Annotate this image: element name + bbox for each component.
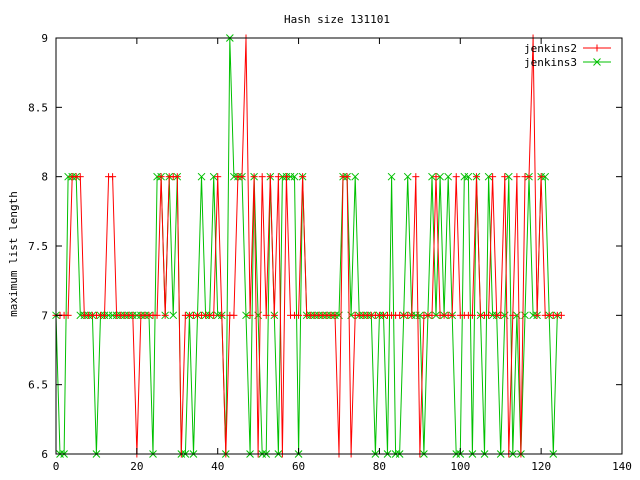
x-tick-label: 60 [292,460,305,473]
y-tick-label: 6.5 [28,379,48,392]
data-point-jenkins3 [197,172,206,181]
x-tick-label: 140 [612,460,632,473]
data-point-jenkins2 [210,311,218,319]
data-point-jenkins3 [484,172,493,181]
x-tick-label: 80 [373,460,386,473]
data-point-jenkins2 [331,311,339,319]
data-point-jenkins3 [444,172,453,181]
data-point-jenkins2 [408,311,416,319]
y-tick-label: 7.5 [28,240,48,253]
data-point-jenkins2 [472,173,480,181]
legend-marker-jenkins3 [593,58,601,66]
legend: jenkins2 jenkins3 [524,42,611,69]
y-tick-label: 8.5 [28,101,48,114]
x-tick-label: 20 [130,460,143,473]
data-point-jenkins3 [351,172,360,181]
data-point-jenkins2 [295,311,303,319]
data-point-jenkins3 [403,172,412,181]
data-point-jenkins2 [274,173,282,181]
data-point-jenkins3 [209,172,218,181]
data-point-jenkins2 [250,173,258,181]
legend-label-jenkins3: jenkins3 [524,56,577,69]
y-tick-label: 7 [41,309,48,322]
data-point-jenkins2 [282,173,290,181]
data-point-jenkins3 [428,172,436,181]
x-tick-label: 120 [531,460,551,473]
data-point-jenkins3 [541,172,550,181]
data-point-jenkins2 [452,173,460,181]
data-point-jenkins2 [448,311,456,319]
data-point-jenkins2 [557,311,565,319]
data-point-jenkins2 [299,173,307,181]
data-point-jenkins2 [509,311,517,319]
data-point-jenkins2 [218,311,226,319]
x-tick-label: 0 [53,460,60,473]
data-point-jenkins2 [533,311,541,319]
data-point-jenkins2 [266,173,274,181]
data-point-jenkins2 [157,173,165,181]
data-point-jenkins2 [485,311,493,319]
data-point-jenkins2 [173,173,181,181]
data-point-jenkins2 [497,311,505,319]
y-tick-label: 9 [41,32,48,45]
data-point-jenkins2 [432,173,440,181]
data-point-jenkins2 [109,173,117,181]
data-point-jenkins2 [76,173,84,181]
data-point-jenkins2 [262,311,270,319]
x-tick-label: 40 [211,460,224,473]
data-point-jenkins2 [258,173,266,181]
data-point-jenkins2 [489,173,497,181]
y-tick-label: 8 [41,171,48,184]
data-point-jenkins2 [64,311,72,319]
data-point-jenkins3 [432,311,440,320]
data-point-jenkins3 [387,172,396,181]
data-point-jenkins2 [214,173,222,181]
data-point-jenkins2 [501,173,509,181]
data-point-jenkins2 [238,173,246,181]
data-point-jenkins3 [504,172,513,181]
data-point-jenkins2 [101,311,109,319]
data-point-jenkins3 [169,311,178,320]
axis-ticks: 0 20 40 60 80 100 120 140 6 6.5 7 7.5 8 8.5 9 [28,32,632,473]
data-point-jenkins2 [270,311,278,319]
data-point-jenkins3 [464,172,473,181]
data-point-jenkins3 [436,172,444,181]
data-point-jenkins2 [161,311,169,319]
data-point-jenkins2 [525,173,533,181]
y-axis-label: maximum list length [7,191,20,317]
data-point-jenkins2 [129,311,137,319]
data-point-jenkins2 [246,311,254,319]
legend-label-jenkins2: jenkins2 [524,42,577,55]
data-point-jenkins2 [412,173,420,181]
y-tick-label: 6 [41,448,48,461]
data-point-jenkins2 [153,311,161,319]
data-point-jenkins2 [343,173,351,181]
legend-marker-jenkins2 [593,44,601,52]
data-point-jenkins2 [468,311,476,319]
chart-title: Hash size 131101 [284,13,390,26]
data-point-jenkins3 [242,311,250,320]
data-point-jenkins2 [537,173,545,181]
data-point-jenkins2 [230,311,238,319]
data-point-jenkins2 [513,173,521,181]
x-tick-label: 100 [450,460,470,473]
data-point-jenkins2 [428,311,436,319]
data-point-jenkins3 [290,172,299,181]
